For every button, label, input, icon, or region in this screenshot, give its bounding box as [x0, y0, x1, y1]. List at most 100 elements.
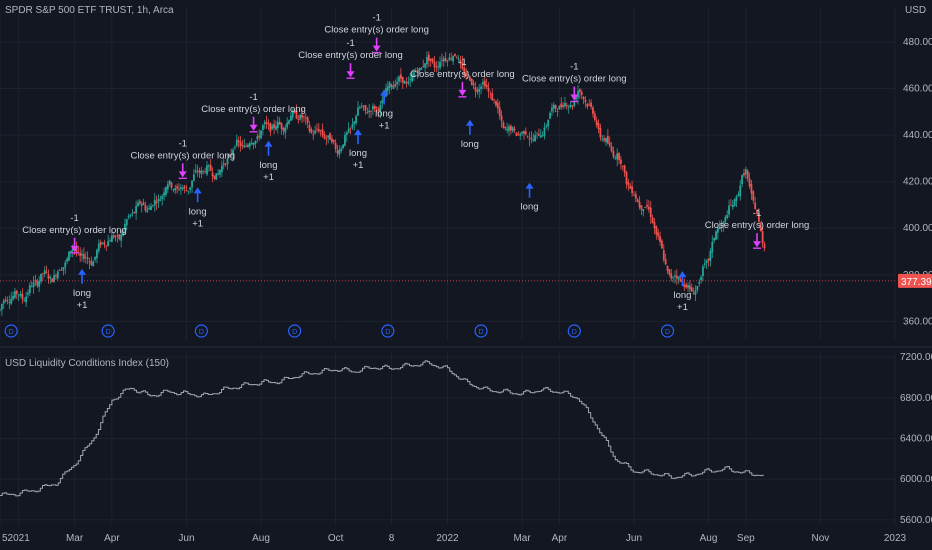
candle-body [413, 72, 415, 77]
candle-body [353, 121, 356, 125]
currency-label: USD [905, 5, 927, 16]
candle-body [38, 280, 41, 287]
candle-body [58, 269, 61, 271]
candle-body [571, 105, 574, 107]
candle-body [698, 282, 701, 284]
candle-body [256, 136, 259, 140]
index-axis[interactable]: 5600.00 6000.00 6400.00 6800.00 7200.00 [900, 352, 932, 526]
candle-body [157, 198, 160, 202]
dividend-marker[interactable] [474, 324, 488, 338]
candle-body [621, 165, 624, 167]
candle-body [442, 58, 445, 62]
candle-body [144, 205, 147, 211]
candle-body [532, 139, 535, 141]
candle-body [595, 120, 598, 126]
candle-body [506, 128, 509, 131]
dividend-marker[interactable] [381, 324, 395, 338]
candle-body [493, 99, 496, 100]
exit-label: Close entry(s) order long [522, 74, 627, 85]
candle-body [403, 80, 406, 84]
candle-body [482, 81, 484, 85]
candle-body [465, 72, 468, 76]
entry-label: long [260, 160, 278, 171]
candle-body [562, 105, 565, 107]
exit-arrow-head [570, 94, 579, 101]
candle-body [127, 216, 130, 218]
candle-body [610, 146, 613, 152]
dividend-marker[interactable] [4, 324, 18, 338]
exit-arrow-head [346, 71, 355, 78]
candle-body [394, 84, 397, 87]
price-pane[interactable] [0, 51, 895, 316]
candle-body [172, 189, 175, 191]
dividend-marker[interactable] [101, 324, 115, 338]
candle-body [327, 135, 330, 138]
candle-body [334, 143, 337, 150]
exit-label: Close entry(s) order long [410, 69, 515, 80]
candle-body [220, 165, 223, 173]
exit-arrow-head [70, 245, 79, 252]
candle-body [364, 105, 367, 111]
candle-body [286, 122, 289, 128]
candle-body [230, 154, 233, 156]
exit-qty: -1 [70, 213, 78, 224]
candle-body [297, 119, 300, 120]
price-axis[interactable]: 360.00380.00400.00420.00440.00460.00480.… [898, 37, 932, 327]
candle-body [489, 93, 492, 95]
time-axis-label: 5 [2, 533, 8, 544]
candle-body [86, 257, 89, 260]
candle-body [135, 206, 138, 214]
candle-body [588, 104, 591, 106]
candle-body [468, 76, 471, 81]
candle-body [441, 60, 443, 61]
candle-body [575, 97, 578, 100]
candle-body [12, 296, 14, 300]
candle-body [457, 58, 460, 60]
candle-body [756, 209, 758, 215]
candle-body [150, 206, 152, 211]
candle-body [155, 201, 158, 204]
candle-body [757, 213, 760, 222]
candle-body [381, 100, 384, 104]
entry-label: long [521, 202, 539, 213]
dividend-marker[interactable] [660, 324, 675, 338]
candle-body [21, 293, 24, 300]
candle-body [370, 110, 372, 112]
candle-body [642, 209, 645, 212]
candle-body [649, 207, 652, 218]
entry-qty: +1 [77, 300, 88, 311]
candle-body [379, 105, 382, 112]
candle-body [330, 138, 333, 143]
candle-body [741, 175, 744, 185]
candle-body [142, 202, 145, 205]
candle-body [116, 235, 119, 237]
candle-body [53, 275, 55, 282]
candle-body [232, 149, 234, 156]
exit-arrow-head [178, 171, 187, 178]
candle-body [125, 219, 128, 226]
candle-body [293, 110, 296, 113]
dividend-marker[interactable] [567, 324, 581, 338]
candle-body [502, 122, 505, 128]
candle-body [545, 126, 548, 127]
dividend-marker[interactable] [194, 324, 208, 338]
time-axis[interactable]: 5 2021 Mar Apr Jun Aug Oct 8 2022 Mar Apr Jun Aug Sep… [2, 533, 907, 544]
time-axis-label: Jun [626, 533, 642, 544]
candle-body [263, 122, 266, 125]
candle-body [40, 273, 42, 282]
dividend-marker[interactable] [288, 324, 302, 338]
candle-body [424, 63, 427, 68]
candle-body [170, 182, 173, 188]
time-axis-label: 2021 [8, 533, 31, 544]
candle-body [206, 165, 208, 175]
candle-body [543, 127, 546, 137]
candle-body [605, 138, 607, 143]
candle-body [25, 296, 28, 303]
candle-body [728, 205, 730, 215]
candle-body [207, 165, 210, 167]
candle-body [2, 300, 5, 304]
liquidity-index-pane[interactable] [0, 360, 764, 497]
candle-body [271, 125, 274, 130]
